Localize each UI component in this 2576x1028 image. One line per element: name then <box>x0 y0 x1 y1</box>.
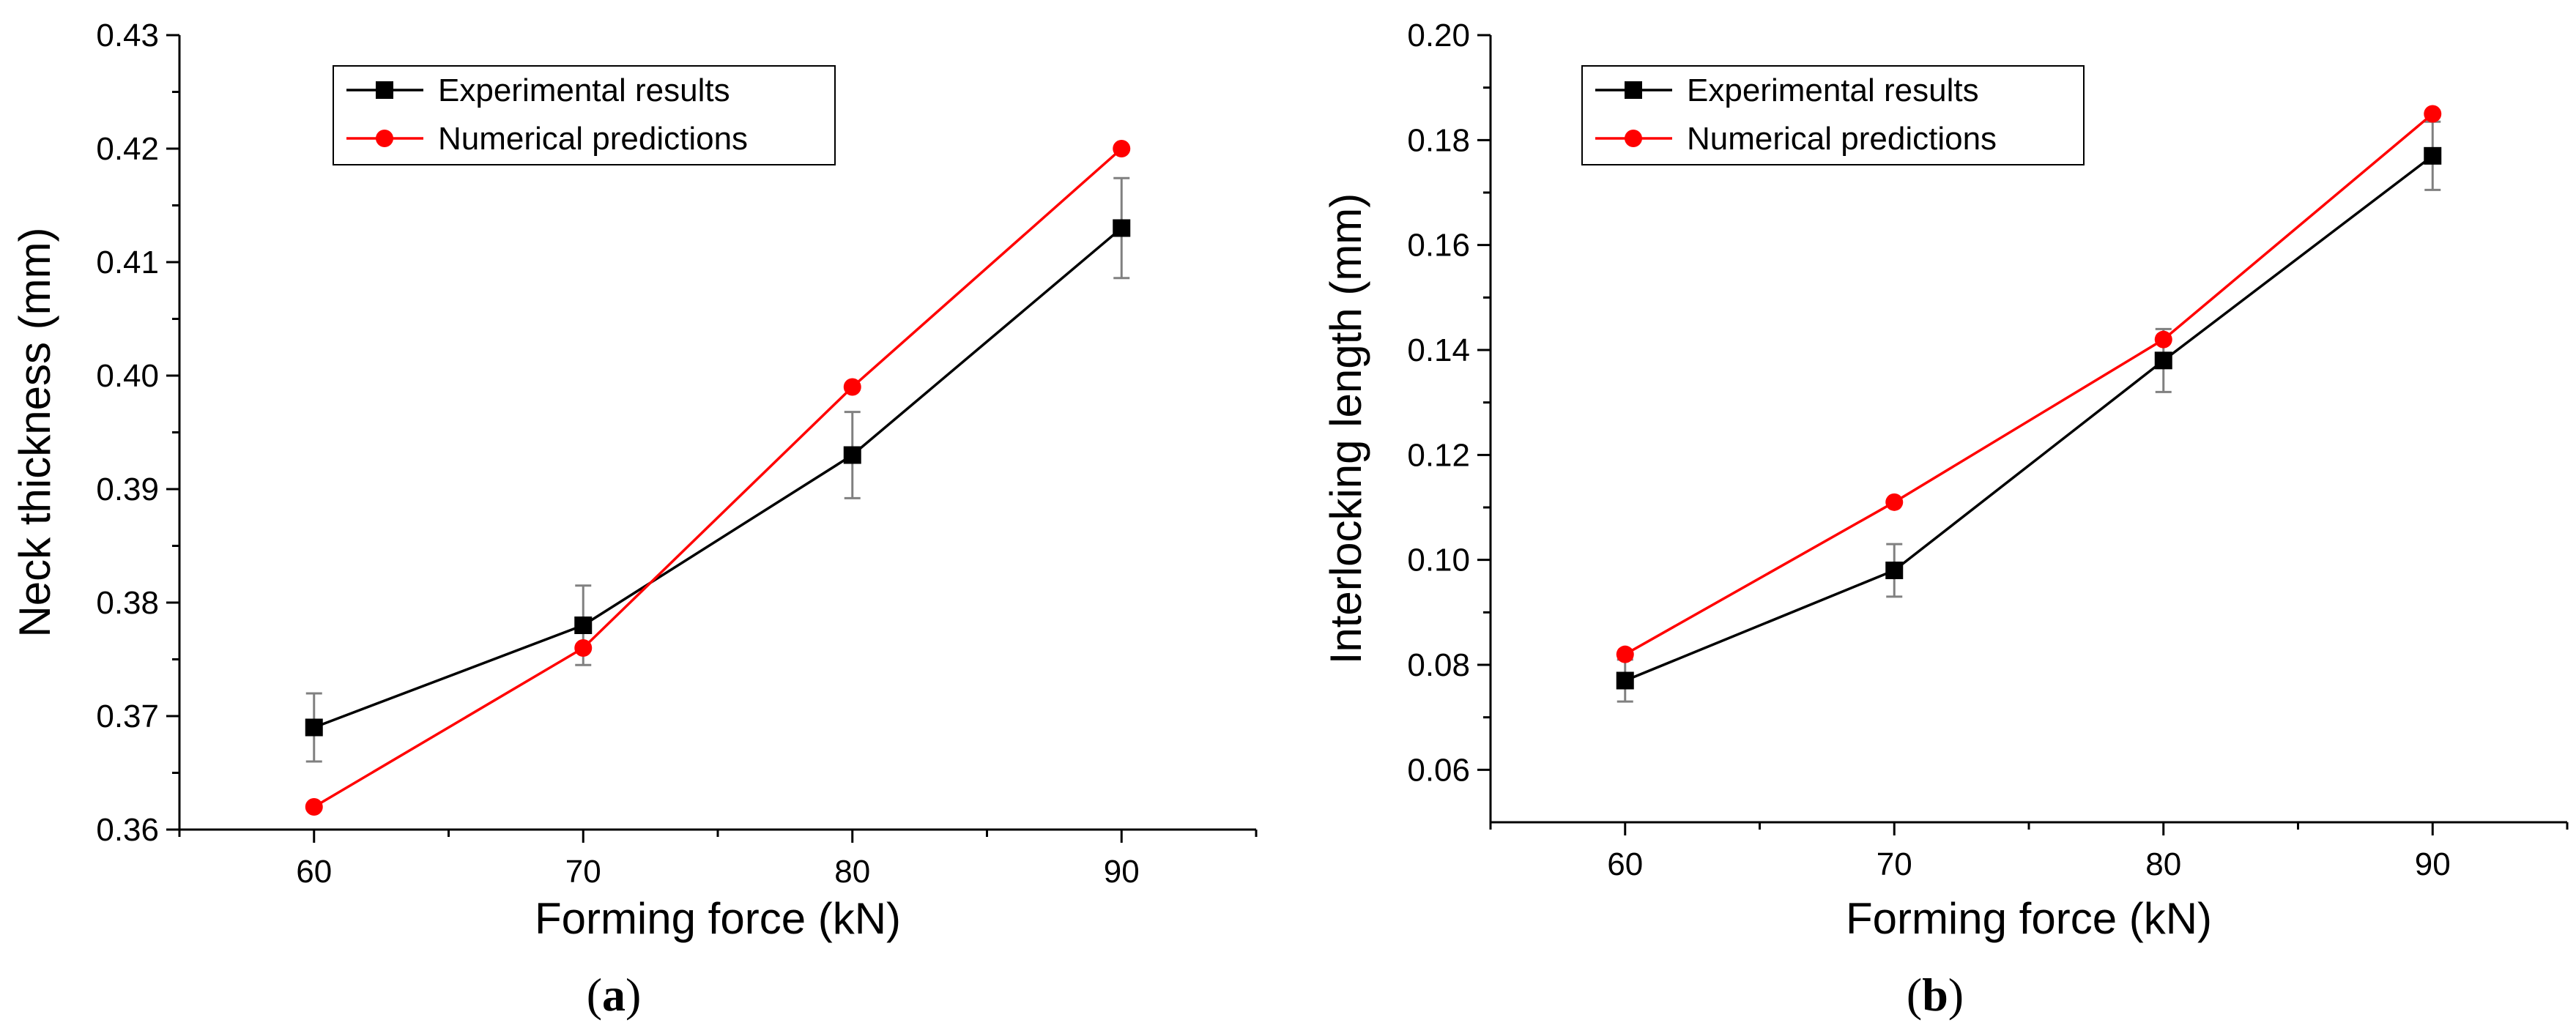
y-tick-label: 0.14 <box>1407 332 1470 368</box>
legend-label: Experimental results <box>438 72 730 108</box>
series-numerical <box>1616 105 2442 663</box>
y-tick-label: 0.42 <box>96 131 159 167</box>
data-point <box>1113 140 1131 157</box>
chart-b: 60 70 80 90 0.06 0.08 0.10 0.12 0.14 0.16 0.18 0.20… <box>1321 18 2569 1021</box>
y-axis-title: Neck thickness (mm) <box>10 227 59 637</box>
y-tick-label: 0.40 <box>96 358 159 394</box>
legend-marker <box>376 130 393 147</box>
y-tick-label: 0.43 <box>96 18 159 53</box>
data-point <box>843 378 861 396</box>
panel-caption: (b) <box>1907 969 1964 1021</box>
y-tick-label: 0.08 <box>1407 647 1470 683</box>
x-tick-label: 80 <box>2145 846 2181 882</box>
data-point <box>574 639 593 657</box>
chart-a: 60 70 80 90 0.36 0.37 0.38 0.39 0.40 0.41 0.42 0.43… <box>10 18 1258 1021</box>
caption-paren-open: ( <box>587 969 602 1021</box>
y-tick-label: 0.37 <box>96 699 159 734</box>
y-tick-label: 0.10 <box>1407 543 1470 578</box>
y-tick-label: 0.16 <box>1407 228 1470 264</box>
data-point <box>2154 351 2172 370</box>
y-tick-label: 0.06 <box>1407 752 1470 788</box>
legend-marker <box>1625 81 1642 99</box>
legend-marker <box>376 81 393 99</box>
data-point <box>574 617 593 634</box>
legend-box <box>333 65 836 165</box>
y-tick-label: 0.36 <box>96 812 159 848</box>
legend-label: Experimental results <box>1687 72 1979 108</box>
y-tick-label: 0.18 <box>1407 122 1470 158</box>
caption-paren-open: ( <box>1907 969 1922 1021</box>
data-point <box>2154 330 2172 349</box>
data-point <box>2424 105 2442 123</box>
y-tick-label: 0.41 <box>96 245 159 280</box>
y-tick-label: 0.12 <box>1407 437 1470 473</box>
x-tick-label: 70 <box>565 854 601 890</box>
legend: Experimental results Numerical prediction… <box>333 65 836 165</box>
series-line <box>1624 113 2434 656</box>
data-point <box>1616 671 1634 690</box>
legend-marker <box>1625 130 1642 147</box>
caption-paren-close: ) <box>1948 969 1964 1021</box>
x-tick-label: 80 <box>834 854 870 890</box>
y-tick-label: 0.38 <box>96 585 159 621</box>
legend-label: Numerical predictions <box>438 121 748 157</box>
data-point <box>305 798 323 816</box>
x-tick-label: 90 <box>1104 854 1140 890</box>
caption-letter: b <box>1922 969 1948 1021</box>
legend-box <box>1581 65 2085 165</box>
caption-letter: a <box>602 969 626 1021</box>
x-axis-title: Forming force (kN) <box>535 894 901 943</box>
data-point <box>1616 645 1634 663</box>
data-point <box>843 446 861 464</box>
x-tick-label: 90 <box>2415 846 2451 882</box>
x-tick-label: 60 <box>296 854 332 890</box>
series-experimental <box>305 176 1131 763</box>
series-numerical <box>305 140 1131 816</box>
x-tick-label: 60 <box>1607 846 1643 882</box>
panel-caption: (a) <box>587 969 642 1021</box>
legend: Experimental results Numerical prediction… <box>1581 65 2085 165</box>
data-point <box>2424 146 2442 165</box>
series-line <box>313 227 1123 729</box>
x-tick-label: 70 <box>1877 846 1912 882</box>
data-point <box>305 718 323 737</box>
y-axis-title: Interlocking length (mm) <box>1321 193 1370 665</box>
data-point <box>1885 493 1904 511</box>
legend-label: Numerical predictions <box>1687 121 1997 157</box>
y-tick-label: 0.39 <box>96 472 159 507</box>
data-point <box>1113 219 1131 237</box>
data-point <box>1885 562 1904 579</box>
x-axis-title: Forming force (kN) <box>1846 894 2212 943</box>
series-line <box>1625 154 2434 682</box>
series-experimental <box>1616 120 2442 703</box>
caption-paren-close: ) <box>626 969 641 1021</box>
series-line <box>313 147 1123 808</box>
y-tick-label: 0.20 <box>1407 18 1470 53</box>
